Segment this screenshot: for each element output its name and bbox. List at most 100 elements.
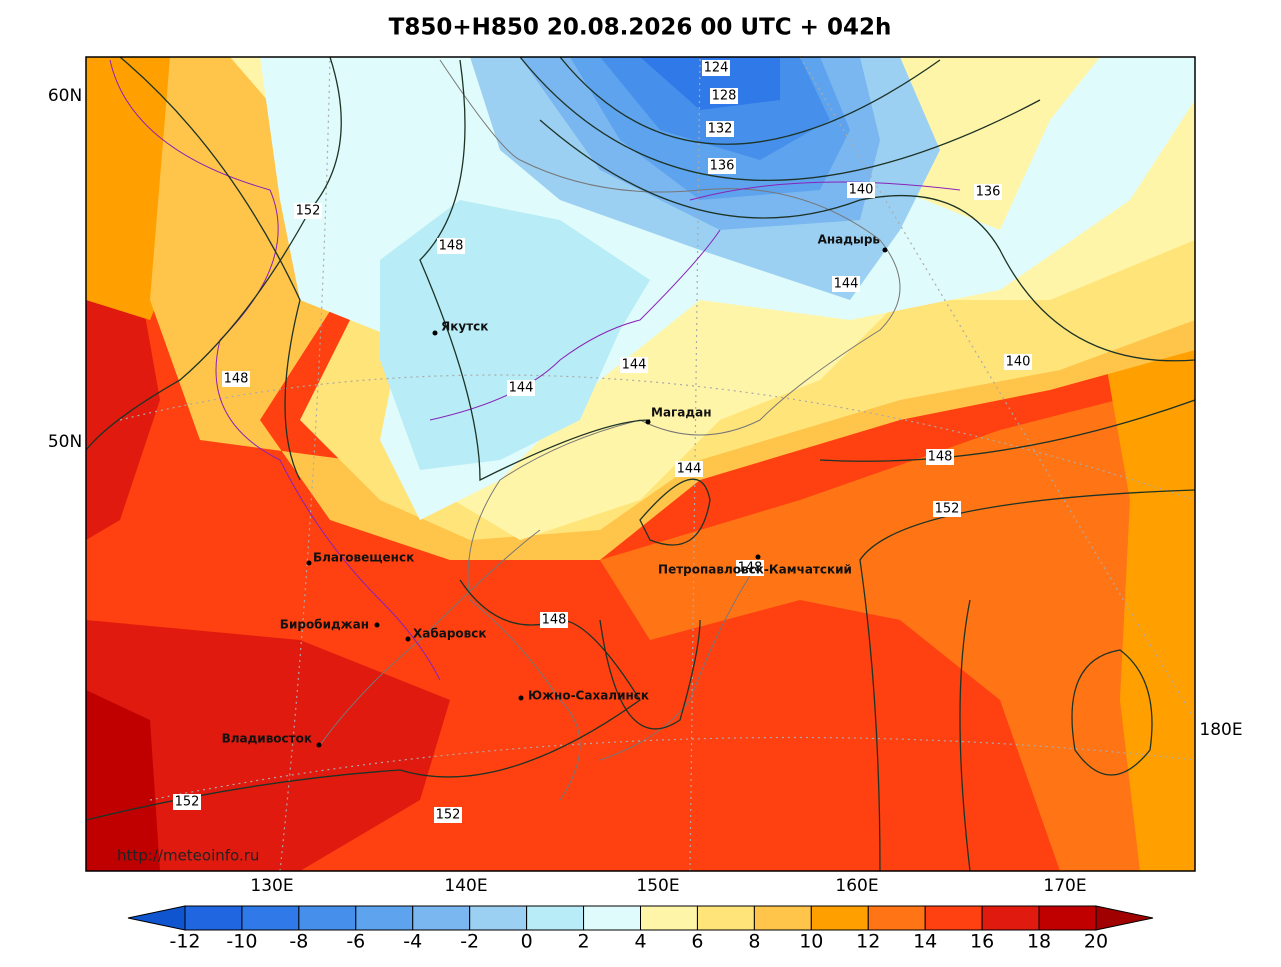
colorbar-box xyxy=(640,905,698,931)
border xyxy=(109,59,961,681)
contour-label-bg xyxy=(708,158,736,174)
contour-label: 140 xyxy=(849,183,874,198)
contour-label-bg xyxy=(1004,354,1032,370)
lon-label: 140E xyxy=(444,876,487,896)
contour-label: 148 xyxy=(439,239,464,254)
colorbar-tick-label: 8 xyxy=(748,931,760,953)
map-area xyxy=(86,57,1195,871)
colorbar-tick-label: 14 xyxy=(913,931,937,953)
colorbar-tick-label: -6 xyxy=(346,931,365,953)
colorbar-tick-label: -8 xyxy=(289,931,308,953)
lon-label: 170E xyxy=(1043,876,1086,896)
city-dot xyxy=(755,554,761,560)
contour-label-bg xyxy=(706,121,734,137)
colorbar-box xyxy=(981,905,1040,931)
city-label: Владивосток xyxy=(222,732,312,746)
colorbar-tick-label: 2 xyxy=(578,931,590,953)
colorbar-tick-label: 4 xyxy=(634,931,646,953)
contour-label-bg xyxy=(710,88,738,104)
colorbar-arrow xyxy=(127,905,186,931)
contour-label-bg xyxy=(434,807,462,823)
colorbar-box xyxy=(241,905,300,931)
contour-label-bg xyxy=(294,203,322,219)
city-dot xyxy=(882,247,888,253)
colorbar-box xyxy=(696,905,755,931)
contour xyxy=(86,57,1195,871)
colorbar-box xyxy=(355,905,414,931)
city-dot xyxy=(645,419,651,425)
contour-label: 152 xyxy=(296,204,321,219)
city-label: Биробиджан xyxy=(280,618,369,632)
colorbar-arrow xyxy=(1095,905,1154,931)
colorbar-tick-label: 12 xyxy=(856,931,880,953)
lon-label: 150E xyxy=(636,876,679,896)
city-dot xyxy=(405,636,411,642)
colorbar-tick-label: 6 xyxy=(691,931,703,953)
colorbar-tick-label: 20 xyxy=(1084,931,1108,953)
colorbar-box xyxy=(753,905,812,931)
contour-label: 144 xyxy=(677,462,702,477)
contour-label-bg xyxy=(620,357,648,373)
contour-label: 144 xyxy=(509,381,534,396)
colorbar-box xyxy=(184,905,243,931)
city-label: Южно-Сахалинск xyxy=(528,689,649,703)
contour-label: 124 xyxy=(704,61,729,76)
contour-label: 148 xyxy=(224,372,249,387)
contour-label-bg xyxy=(847,182,875,198)
lon-label: 160E xyxy=(835,876,878,896)
contour-label-bg xyxy=(832,276,860,292)
lon-label: 180E xyxy=(1199,720,1242,740)
colorbar-tick-label: -10 xyxy=(226,931,257,953)
colorbar-tick-label: 0 xyxy=(521,931,533,953)
colorbar-box xyxy=(867,905,926,931)
lat-label: 60N xyxy=(48,86,82,106)
colorbar-tick-label: -2 xyxy=(460,931,479,953)
colorbar-tick-label: 16 xyxy=(970,931,994,953)
contour-label: 152 xyxy=(436,808,461,823)
colorbar-box xyxy=(298,905,357,931)
city-label: Хабаровск xyxy=(413,627,487,641)
contour-label: 140 xyxy=(1006,355,1031,370)
colorbar-box xyxy=(1038,905,1097,931)
contour-label: 136 xyxy=(976,185,1001,200)
colorbar-box xyxy=(526,905,585,931)
city-dot xyxy=(432,330,438,336)
temp-region xyxy=(86,690,160,871)
title: T850+H850 20.08.2026 00 UTC + 042h xyxy=(389,15,892,41)
colorbar-box xyxy=(810,905,869,931)
colorbar-box xyxy=(924,905,983,931)
colorbar-box xyxy=(412,905,471,931)
contour-label-bg xyxy=(702,60,730,76)
contour-label: 152 xyxy=(175,795,200,810)
contour-label: 136 xyxy=(710,159,735,174)
contour-label-bg xyxy=(736,560,764,576)
contour-label-bg xyxy=(926,449,954,465)
colorbar-tick-label: 10 xyxy=(799,931,823,953)
contour-label-bg xyxy=(222,371,250,387)
city-label: Благовещенск xyxy=(313,551,414,565)
contour-label-bg xyxy=(507,380,535,396)
contour-label: 148 xyxy=(542,613,567,628)
city-label: Якутск xyxy=(441,320,488,334)
colorbar-tick-label: -12 xyxy=(169,931,200,953)
colorbar-box xyxy=(583,905,641,931)
colorbar-tick-label: 18 xyxy=(1027,931,1051,953)
city-dot xyxy=(306,560,312,566)
contour-label: 144 xyxy=(622,358,647,373)
city-dot xyxy=(316,742,322,748)
temp-region xyxy=(1100,300,1195,871)
map-frame xyxy=(85,56,1196,872)
temp-region xyxy=(640,57,780,110)
contour-label: 128 xyxy=(712,89,737,104)
lon-label: 130E xyxy=(250,876,293,896)
graticule xyxy=(119,57,1195,871)
contour-label: 148 xyxy=(738,561,763,576)
contour-label: 148 xyxy=(928,450,953,465)
contour-label-bg xyxy=(974,184,1002,200)
contour-label-bg xyxy=(675,461,703,477)
coastline xyxy=(319,59,901,801)
city-label: Петропавловск-Камчатский xyxy=(658,563,852,577)
contour-label-bg xyxy=(437,238,465,254)
colorbar-tick-label: -4 xyxy=(403,931,422,953)
